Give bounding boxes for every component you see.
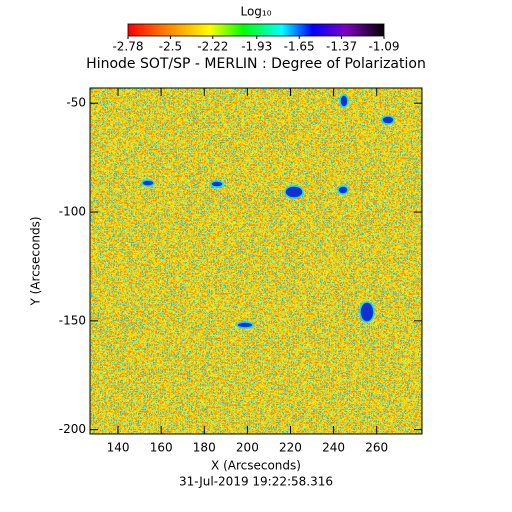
y-tick-label: -200 [59, 422, 86, 436]
colorbar-tick-label: -1.09 [368, 40, 399, 54]
x-tick-label: 260 [365, 441, 388, 455]
colorbar [127, 23, 385, 37]
plot-frame [89, 87, 423, 435]
colorbar-tick-label: -1.65 [284, 40, 315, 54]
x-tick-label: 140 [107, 441, 130, 455]
colorbar-tick-label: -1.37 [326, 40, 357, 54]
y-tick-label: -100 [59, 205, 86, 219]
chart-title: Hinode SOT/SP - MERLIN : Degree of Polar… [86, 56, 426, 72]
x-tick-label: 180 [193, 441, 216, 455]
y-tick-label: -150 [59, 313, 86, 327]
x-tick-label: 200 [236, 441, 259, 455]
y-axis-label: Y (Arcseconds) [29, 216, 43, 306]
colorbar-tick-label: -1.93 [241, 40, 272, 54]
footer-date: 31-Jul-2019 19:22:58.316 [179, 475, 333, 489]
map-features [141, 94, 395, 329]
colorbar-label: Log₁₀ [240, 5, 271, 19]
y-tick-label: -50 [66, 96, 86, 110]
x-tick-label: 160 [150, 441, 173, 455]
colorbar-tick-label: -2.5 [159, 40, 182, 54]
x-tick-label: 240 [322, 441, 345, 455]
polarization-map [90, 88, 422, 434]
colorbar-tick-label: -2.22 [197, 40, 228, 54]
x-tick-label: 220 [279, 441, 302, 455]
colorbar-tick-label: -2.78 [112, 40, 143, 54]
x-axis-label: X (Arcseconds) [211, 459, 301, 473]
